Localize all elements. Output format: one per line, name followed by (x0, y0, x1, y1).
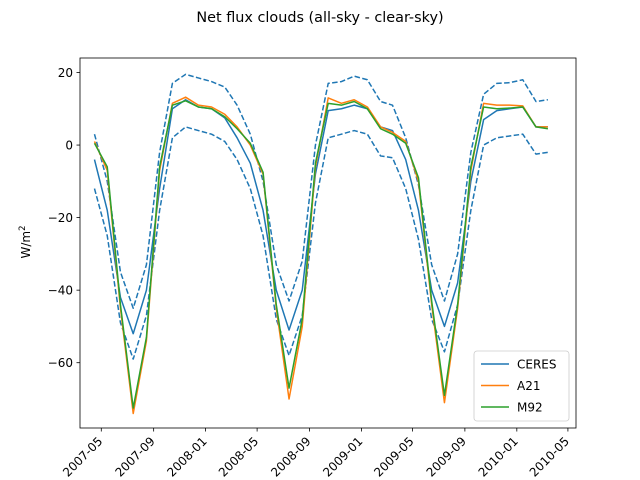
legend-label-m92: M92 (517, 400, 543, 414)
y-tick-label: −60 (48, 356, 73, 370)
x-tick-label: 2007-09 (112, 434, 157, 479)
series-line-ceres-lower-bound (93, 126, 549, 360)
y-axis-label-sup: 2 (18, 225, 28, 230)
x-tick-label: 2009-01 (320, 434, 365, 479)
x-tick-label: 2007-05 (60, 434, 105, 479)
y-axis-label-base: W/m (19, 231, 33, 259)
series-line-ceres (93, 98, 548, 335)
series-line-m92 (93, 100, 549, 409)
y-axis-label: W/m2 (18, 225, 33, 258)
legend-box (473, 350, 570, 422)
x-tick-label: 2009-05 (371, 434, 416, 479)
legend-label-a21: A21 (517, 379, 540, 393)
x-tick-label: 2010-01 (476, 434, 521, 479)
x-tick-label: 2009-09 (424, 434, 469, 479)
y-tick-label: −20 (48, 211, 73, 225)
y-axis: 20 0 −20 −40 −60 (48, 66, 80, 370)
x-tick-label: 2008-09 (268, 434, 313, 479)
axes-frame (79, 57, 577, 429)
y-tick-label: 0 (65, 138, 73, 152)
y-tick-label: −40 (48, 283, 73, 297)
chart-title: Net flux clouds (all-sky - clear-sky) (196, 10, 443, 26)
plot-area (93, 73, 549, 415)
x-tick-label: 2010-05 (527, 434, 572, 479)
x-tick-label: 2008-01 (164, 434, 209, 479)
series-line-ceres-upper-bound (93, 73, 549, 310)
legend-label-ceres: CERES (517, 357, 557, 371)
legend: CERES A21 M92 (473, 350, 570, 422)
x-tick-label: 2008-05 (216, 434, 261, 479)
x-axis: 2007-05 2007-09 2008-01 2008-05 2008-09 2009-… (60, 428, 572, 480)
y-tick-label: 20 (58, 66, 73, 80)
